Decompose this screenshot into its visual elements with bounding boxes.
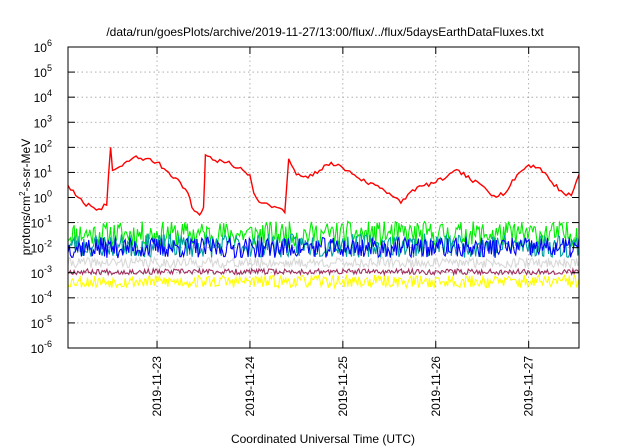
x-axis-label: Coordinated Universal Time (UTC) [231,432,415,446]
y-tick-label: 10-4 [31,289,52,306]
series-line [67,266,580,277]
series-line [67,255,580,270]
x-tick-label: 2019-11-27 [522,356,536,417]
y-tick-label: 103 [34,113,52,130]
y-tick-label: 102 [34,138,52,155]
series-line [67,220,580,249]
grid [68,47,579,348]
y-tick-label: 10-6 [31,339,52,356]
y-axis-label-rest: -s-sr-MeV [19,139,33,192]
x-tick-label: 2019-11-26 [429,356,443,417]
x-tick-label: 2019-11-23 [150,356,164,417]
y-tick-label: 101 [34,163,52,180]
y-tick-label: 10-5 [31,314,52,331]
y-axis-label-sup: 2 [18,191,27,196]
y-tick-label: 106 [34,38,52,55]
series-line [67,232,580,259]
y-tick-label: 104 [34,88,52,105]
series-line [67,235,580,260]
y-tick-label: 100 [34,189,52,206]
series-line [67,273,580,290]
x-tick-label: 2019-11-24 [243,356,257,417]
y-axis-label: protons/cm2-s-sr-MeV [18,139,33,255]
y-axis: 10-6 10-5 10-4 10-3 10-2 10-1 100 101 102 103 104 1… [31,38,579,356]
y-tick-label: 10-1 [31,214,52,231]
y-tick-label: 10-3 [31,264,52,281]
y-tick-label: 10-2 [31,239,52,256]
chart-title: /data/run/goesPlots/archive/2019-11-27/1… [106,25,544,39]
plot-area [67,147,580,290]
proton-flux-line [67,147,580,217]
y-tick-label: 105 [34,63,52,80]
x-tick-label: 2019-11-25 [336,356,350,417]
y-axis-label-base: protons/cm [19,196,33,255]
x-axis: 2019-11-23 2019-11-24 2019-11-25 2019-11-26… [150,47,536,417]
